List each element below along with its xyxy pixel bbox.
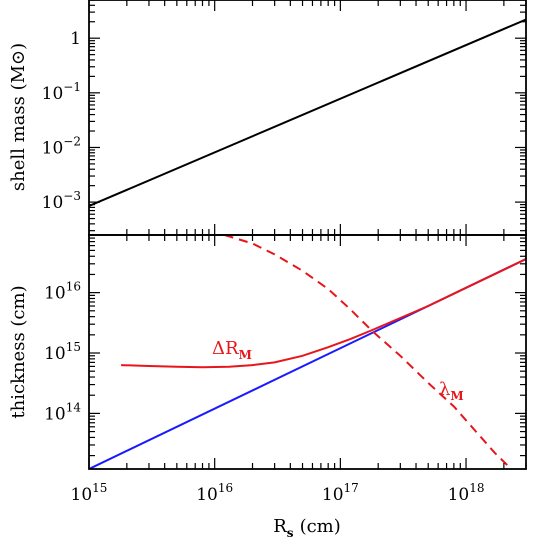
bottom-y-tick-label: 1015 xyxy=(44,340,81,364)
top-y-tick-label: 10−3 xyxy=(42,189,81,213)
bottom-plot-lines xyxy=(89,235,526,469)
top-y-axis-label: shell mass (M⊙) xyxy=(8,43,29,191)
x-tick-label: 1017 xyxy=(322,481,359,505)
bottom-plot-frame xyxy=(88,234,527,470)
x-tick-label: 1016 xyxy=(196,481,233,505)
top-ticks: 10−3 10−2 10−1 1 xyxy=(42,0,527,235)
delta-r-m-label: ΔRM xyxy=(212,338,252,362)
bottom-y-tick-label: 1014 xyxy=(44,400,81,424)
top-series-0-line xyxy=(89,18,526,207)
x-tick-label: 1015 xyxy=(71,481,108,505)
bottom-series-1-line xyxy=(121,258,526,369)
bottom-panel: 1014 1015 1016 1015 1016 1017 1018 thickness (… xyxy=(8,234,527,540)
bottom-y-tick-label: 1016 xyxy=(44,280,81,304)
x-tick-label: 1018 xyxy=(448,481,485,505)
top-y-tick-label: 1 xyxy=(70,29,81,49)
top-panel: 10−3 10−2 10−1 1 shell mass (M⊙) xyxy=(8,0,527,236)
top-plot-frame xyxy=(88,0,527,236)
bottom-series-2-line xyxy=(224,235,510,468)
x-axis-label: Rs (cm) xyxy=(273,516,341,540)
top-plot-lines xyxy=(89,18,526,207)
top-y-tick-label: 10−1 xyxy=(42,80,81,104)
bottom-ticks: 1014 1015 1016 1015 1016 1017 1018 xyxy=(44,234,527,505)
lambda-m-label: λM xyxy=(439,379,464,403)
top-y-tick-label: 10−2 xyxy=(42,134,81,158)
bottom-y-axis-label: thickness (cm) xyxy=(8,285,29,418)
